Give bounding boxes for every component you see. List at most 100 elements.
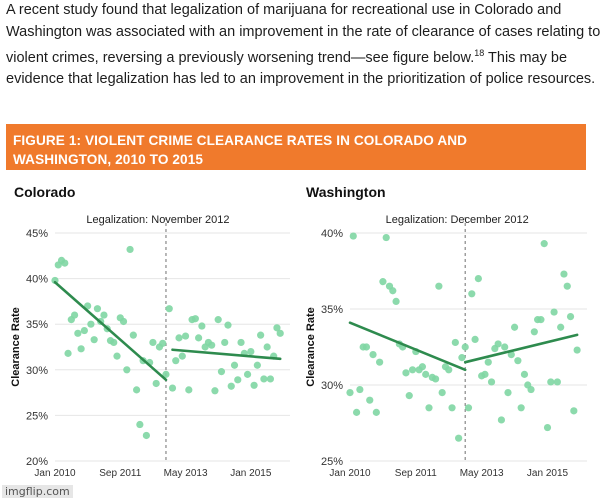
data-point bbox=[165, 305, 173, 313]
trend-line bbox=[171, 348, 282, 361]
data-point bbox=[445, 366, 453, 374]
figure-title: FIGURE 1: VIOLENT CRIME CLEARANCE RATES … bbox=[13, 133, 468, 167]
data-point bbox=[484, 358, 492, 366]
data-point bbox=[100, 311, 108, 319]
data-point bbox=[514, 357, 522, 365]
data-point bbox=[211, 387, 219, 395]
data-point bbox=[405, 392, 413, 400]
data-point bbox=[87, 320, 95, 328]
x-tick-label: Sep 2011 bbox=[395, 468, 438, 479]
data-point bbox=[438, 389, 446, 397]
data-point bbox=[547, 378, 555, 386]
data-point bbox=[408, 366, 417, 374]
data-point bbox=[247, 347, 255, 356]
data-point bbox=[497, 416, 506, 424]
imgflip-watermark: imgflip.com bbox=[2, 485, 73, 498]
colorado-chart: 20% 25% 30% 35% 40% 45% Jan 2010 Sep 2011 May 20… bbox=[10, 214, 290, 479]
x-tick-label: Sep 2011 bbox=[99, 468, 142, 479]
y-tick-label: 25% bbox=[321, 456, 343, 468]
data-point bbox=[501, 343, 509, 351]
data-point bbox=[113, 352, 121, 360]
trend-line bbox=[53, 280, 168, 382]
data-point bbox=[563, 282, 571, 290]
y-tick-label: 45% bbox=[26, 228, 48, 240]
data-point bbox=[553, 378, 561, 386]
footnote-ref[interactable]: 18 bbox=[474, 48, 485, 58]
data-point bbox=[257, 331, 265, 339]
y-tick-label: 40% bbox=[26, 274, 48, 286]
data-point bbox=[422, 370, 430, 378]
data-point bbox=[266, 375, 275, 383]
data-point bbox=[93, 305, 102, 313]
data-point bbox=[90, 336, 98, 344]
data-point bbox=[195, 334, 203, 342]
data-point bbox=[464, 404, 473, 412]
intro-paragraph: A recent study found that legalization o… bbox=[6, 0, 606, 91]
data-point bbox=[455, 434, 463, 442]
data-point bbox=[349, 232, 357, 240]
data-point bbox=[77, 345, 85, 353]
y-tick-label: 35% bbox=[321, 304, 343, 316]
data-point bbox=[152, 379, 160, 388]
colorado-title: Colorado bbox=[14, 184, 76, 200]
y-tick-label: 35% bbox=[26, 319, 48, 331]
x-tick-label: Jan 2015 bbox=[527, 468, 569, 479]
data-point bbox=[550, 308, 558, 316]
data-point bbox=[527, 385, 535, 394]
data-point bbox=[560, 270, 568, 278]
data-point bbox=[178, 352, 186, 360]
data-point bbox=[243, 370, 252, 378]
data-point bbox=[185, 386, 193, 394]
data-point bbox=[132, 386, 141, 394]
data-point bbox=[474, 275, 482, 283]
data-point bbox=[123, 366, 131, 374]
trend-line bbox=[348, 321, 467, 372]
data-point bbox=[136, 420, 144, 429]
data-point bbox=[418, 363, 427, 371]
data-point bbox=[431, 375, 440, 383]
data-point bbox=[507, 351, 515, 359]
data-point bbox=[471, 335, 479, 343]
data-point bbox=[461, 343, 469, 351]
y-tick-label: 20% bbox=[26, 456, 48, 468]
x-tick-label: May 2013 bbox=[460, 468, 504, 479]
data-point bbox=[191, 315, 199, 323]
data-point bbox=[214, 316, 222, 324]
data-point bbox=[481, 370, 489, 378]
data-point bbox=[504, 389, 512, 397]
y-axis-label: Clearance Rate bbox=[305, 307, 317, 387]
data-point bbox=[110, 338, 118, 347]
data-point bbox=[557, 323, 565, 331]
data-point bbox=[435, 282, 443, 290]
data-point bbox=[517, 404, 525, 412]
data-point bbox=[237, 338, 245, 347]
y-tick-label: 30% bbox=[26, 365, 48, 377]
data-point bbox=[448, 404, 456, 412]
data-point bbox=[227, 382, 235, 390]
figure-title-banner: FIGURE 1: VIOLENT CRIME CLEARANCE RATES … bbox=[6, 124, 586, 170]
y-tick-label: 25% bbox=[26, 410, 48, 422]
legalization-annotation: Legalization: December 2012 bbox=[386, 214, 529, 226]
data-point bbox=[70, 311, 79, 319]
data-point bbox=[208, 341, 216, 349]
data-point bbox=[520, 370, 529, 378]
data-point bbox=[543, 423, 552, 432]
data-point bbox=[175, 334, 183, 342]
data-point bbox=[221, 338, 229, 347]
data-point bbox=[376, 358, 384, 366]
data-point bbox=[168, 384, 177, 392]
trend-line bbox=[463, 333, 579, 364]
data-point bbox=[468, 290, 476, 298]
data-point bbox=[389, 287, 397, 295]
data-point bbox=[566, 313, 575, 321]
data-point bbox=[510, 323, 519, 331]
data-point bbox=[162, 370, 170, 378]
washington-title: Washington bbox=[306, 184, 386, 200]
data-point bbox=[61, 259, 69, 267]
data-point bbox=[181, 332, 190, 340]
data-point bbox=[119, 317, 128, 326]
data-point bbox=[366, 396, 374, 404]
data-point bbox=[346, 389, 354, 397]
data-point bbox=[253, 361, 261, 369]
data-point bbox=[494, 340, 502, 348]
